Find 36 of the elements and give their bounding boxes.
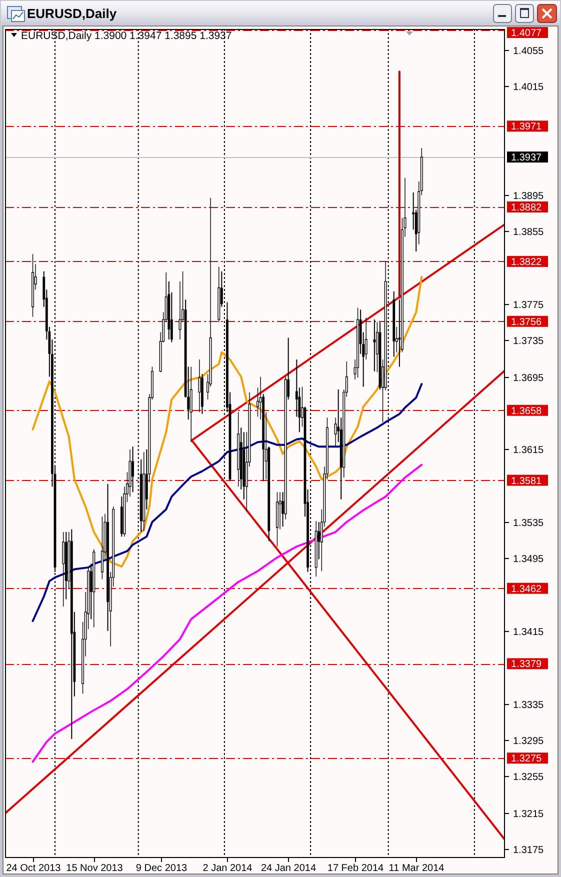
y-tick-label: 1.3855 <box>513 227 544 238</box>
chart-title: EURUSD,Daily <box>27 6 118 21</box>
x-tick-label: 15 Nov 2013 <box>66 863 124 874</box>
y-tick-label: 1.3895 <box>513 191 544 202</box>
ref-line-label: 1.3822 <box>511 256 542 268</box>
ref-line-label: 1.3379 <box>511 659 542 670</box>
ref-line-label: 1.3658 <box>511 406 542 417</box>
ref-line-label: 1.3971 <box>511 122 542 133</box>
y-tick-label: 1.3495 <box>513 554 544 565</box>
ref-line-label: 1.3462 <box>511 584 542 595</box>
ref-line-label: 1.3756 <box>511 316 542 328</box>
y-tick-label: 1.3295 <box>513 736 544 747</box>
ref-line-label: 1.3581 <box>511 476 542 487</box>
chart-subtitle: EURUSD,Daily 1.3900 1.3947 1.3895 1.3937 <box>21 30 232 42</box>
y-tick-label: 1.3415 <box>513 627 544 638</box>
y-tick-label: 1.3215 <box>513 809 544 820</box>
y-tick-label: 1.3535 <box>513 518 544 529</box>
x-tick-label: 17 Feb 2014 <box>327 863 384 874</box>
x-tick-label: 9 Dec 2013 <box>136 863 188 874</box>
y-tick-label: 1.3255 <box>513 772 544 783</box>
y-tick-label: 1.4055 <box>513 46 544 57</box>
y-tick-label: 1.4015 <box>513 82 544 93</box>
x-tick-label: 24 Oct 2013 <box>6 863 62 874</box>
y-tick-label: 1.3335 <box>513 700 544 711</box>
y-tick-label: 1.3735 <box>513 336 544 347</box>
y-tick-label: 1.3695 <box>513 373 544 384</box>
ref-line-label: 1.3275 <box>511 754 542 765</box>
ref-line-label: 1.4077 <box>511 28 542 39</box>
y-tick-label: 1.3775 <box>513 300 544 311</box>
y-tick-label: 1.3615 <box>513 445 544 456</box>
x-tick-label: 24 Jan 2014 <box>260 863 316 874</box>
x-tick-label: 2 Jan 2014 <box>202 863 253 874</box>
ref-line-label: 1.3937 <box>511 152 542 164</box>
y-tick-label: 1.3175 <box>513 845 544 856</box>
ref-line-label: 1.3882 <box>511 202 542 214</box>
x-tick-label: 11 Mar 2014 <box>388 863 445 874</box>
